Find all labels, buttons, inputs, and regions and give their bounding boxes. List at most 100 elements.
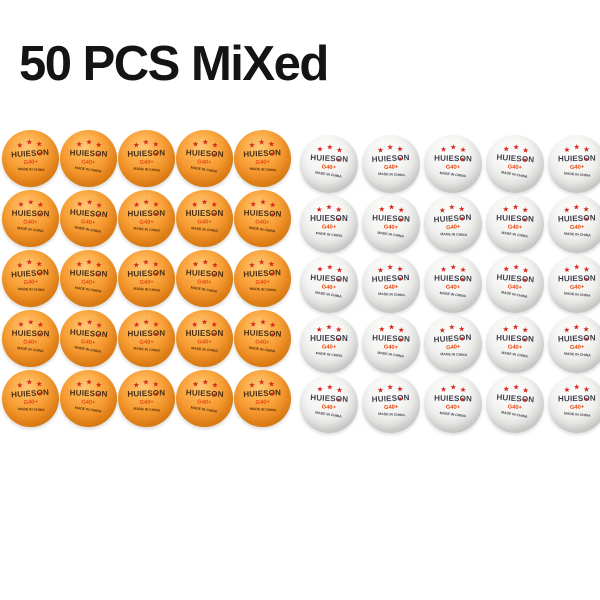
brand-label: HUIESON (486, 213, 544, 224)
star-icon: ★ (573, 142, 581, 152)
ping-pong-ball-white: ★ ★ ★ HUIESON G40+ MADE IN CHINA (300, 255, 358, 313)
ping-pong-ball-orange: ★ ★ ★ HUIESON G40+ MADE IN CHINA (234, 190, 291, 247)
star-rating: ★ ★ ★ (547, 202, 600, 214)
brand-prefix: HUIES (557, 393, 584, 404)
brand-prefix: HUIES (433, 333, 460, 345)
star-icon: ★ (563, 145, 571, 155)
brand-star-o: O (211, 209, 218, 218)
origin-label: MADE IN CHINA (501, 231, 529, 239)
star-rating: ★ ★ ★ (176, 198, 233, 208)
ping-pong-ball-orange: ★ ★ ★ HUIESON G40+ MADE IN CHINA (234, 310, 291, 367)
ping-pong-ball-white: ★ ★ ★ HUIESON G40+ MADE IN CHINA (300, 315, 358, 373)
star-rating: ★ ★ ★ (361, 262, 419, 274)
brand-label: HUIESON (548, 393, 600, 404)
brand-suffix: N (465, 154, 473, 164)
ball-print: ★ ★ ★ HUIESON G40+ MADE IN CHINA (484, 133, 546, 195)
brand-star-o: O (583, 393, 590, 403)
star-icon: ★ (335, 145, 344, 155)
brand-star-o: O (458, 213, 466, 223)
grade-label: G40+ (569, 344, 585, 351)
origin-label: MADE IN CHINA (563, 232, 591, 238)
star-icon: ★ (572, 322, 580, 332)
brand-star-o: O (397, 334, 405, 344)
ball-print: ★ ★ ★ HUIESON G40+ MADE IN CHINA (547, 254, 600, 313)
ball-print: ★ ★ ★ HUIESON G40+ MADE IN CHINA (176, 190, 233, 247)
ping-pong-ball-white: ★ ★ ★ HUIESON G40+ MADE IN CHINA (300, 135, 358, 193)
brand-suffix: N (341, 214, 348, 223)
brand-suffix: N (341, 334, 348, 343)
ping-pong-ball-white: ★ ★ ★ HUIESON G40+ MADE IN CHINA (548, 195, 600, 253)
brand-star-o: O (335, 334, 342, 343)
ball-print: ★ ★ ★ HUIESON G40+ MADE IN CHINA (484, 373, 546, 435)
ping-pong-ball-orange: ★ ★ ★ HUIESON G40+ MADE IN CHINA (60, 370, 117, 427)
star-icon: ★ (583, 144, 590, 154)
ball-print: ★ ★ ★ HUIESON G40+ MADE IN CHINA (176, 310, 233, 367)
star-rating: ★ ★ ★ (547, 322, 600, 334)
star-icon: ★ (448, 202, 456, 212)
origin-label: MADE IN CHINA (377, 351, 405, 359)
star-icon: ★ (325, 322, 333, 332)
star-icon: ★ (573, 382, 581, 392)
star-icon: ★ (316, 144, 324, 154)
ball-print: ★ ★ ★ HUIESON G40+ MADE IN CHINA (299, 134, 360, 195)
brand-suffix: N (589, 153, 596, 163)
origin-label: MADE IN CHINA (501, 351, 529, 359)
star-icon: ★ (440, 144, 447, 154)
ball-print: ★ ★ ★ HUIESON G40+ MADE IN CHINA (422, 193, 484, 255)
origin-label: MADE IN CHINA (500, 410, 528, 420)
star-icon: ★ (449, 382, 457, 392)
star-icon: ★ (326, 382, 334, 392)
ping-pong-ball-orange: ★ ★ ★ HUIESON G40+ MADE IN CHINA (2, 250, 59, 307)
brand-prefix: HUIES (557, 273, 584, 284)
brand-suffix: N (527, 334, 535, 344)
star-rating: ★ ★ ★ (362, 322, 420, 334)
star-rating: ★ ★ ★ (486, 322, 544, 334)
grade-label: G40+ (445, 164, 461, 171)
origin-label: MADE IN CHINA (563, 412, 591, 418)
ball-print: ★ ★ ★ HUIESON G40+ MADE IN CHINA (361, 254, 422, 315)
origin-label: MADE IN CHINA (378, 292, 405, 298)
brand-prefix: HUIES (185, 209, 212, 218)
brand-prefix: HUIES (434, 273, 460, 284)
star-icon: ★ (440, 384, 447, 394)
star-rating: ★ ★ ★ (424, 382, 482, 394)
star-icon: ★ (396, 264, 404, 274)
star-icon: ★ (438, 205, 446, 215)
origin-label: MADE IN CHINA (439, 291, 467, 299)
ball-print: ★ ★ ★ HUIESON G40+ MADE IN CHINA (547, 314, 600, 374)
star-icon: ★ (378, 324, 386, 334)
ball-print: ★ ★ ★ HUIESON G40+ MADE IN CHINA (484, 253, 546, 315)
star-icon: ★ (388, 322, 396, 332)
brand-star-o: O (583, 333, 590, 343)
grade-label: G40+ (445, 344, 461, 351)
star-rating: ★ ★ ★ (301, 262, 359, 274)
ping-pong-ball-orange: ★ ★ ★ HUIESON G40+ MADE IN CHINA (2, 370, 59, 427)
brand-star-o: O (521, 274, 529, 284)
brand-star-o: O (521, 334, 529, 344)
ping-pong-ball-orange: ★ ★ ★ HUIESON G40+ MADE IN CHINA (60, 250, 117, 307)
star-rating: ★ ★ ★ (424, 142, 482, 154)
ball-print: ★ ★ ★ HUIESON G40+ MADE IN CHINA (422, 313, 484, 375)
star-icon: ★ (376, 145, 385, 155)
star-icon: ★ (449, 262, 457, 272)
ball-print: ★ ★ ★ HUIESON G40+ MADE IN CHINA (547, 134, 600, 193)
star-rating: ★ ★ ★ (361, 382, 419, 394)
brand-prefix: HUIES (434, 153, 460, 164)
ping-pong-ball-white: ★ ★ ★ HUIESON G40+ MADE IN CHINA (548, 315, 600, 373)
star-rating: ★ ★ ★ (486, 202, 544, 214)
star-icon: ★ (459, 265, 467, 275)
ping-pong-ball-white: ★ ★ ★ HUIESON G40+ MADE IN CHINA (300, 375, 358, 433)
brand-star-o: O (459, 274, 467, 284)
star-icon: ★ (512, 142, 520, 152)
star-icon: ★ (512, 322, 520, 332)
star-icon: ★ (315, 205, 323, 214)
star-icon: ★ (386, 382, 394, 392)
star-rating: ★ ★ ★ (361, 142, 419, 155)
brand-suffix: N (341, 154, 349, 164)
ping-pong-ball-white: ★ ★ ★ HUIESON G40+ MADE IN CHINA (548, 375, 600, 433)
brand-suffix: N (465, 212, 472, 223)
star-icon: ★ (502, 324, 510, 334)
star-icon: ★ (316, 384, 324, 394)
brand-label: HUIESON (548, 273, 600, 284)
